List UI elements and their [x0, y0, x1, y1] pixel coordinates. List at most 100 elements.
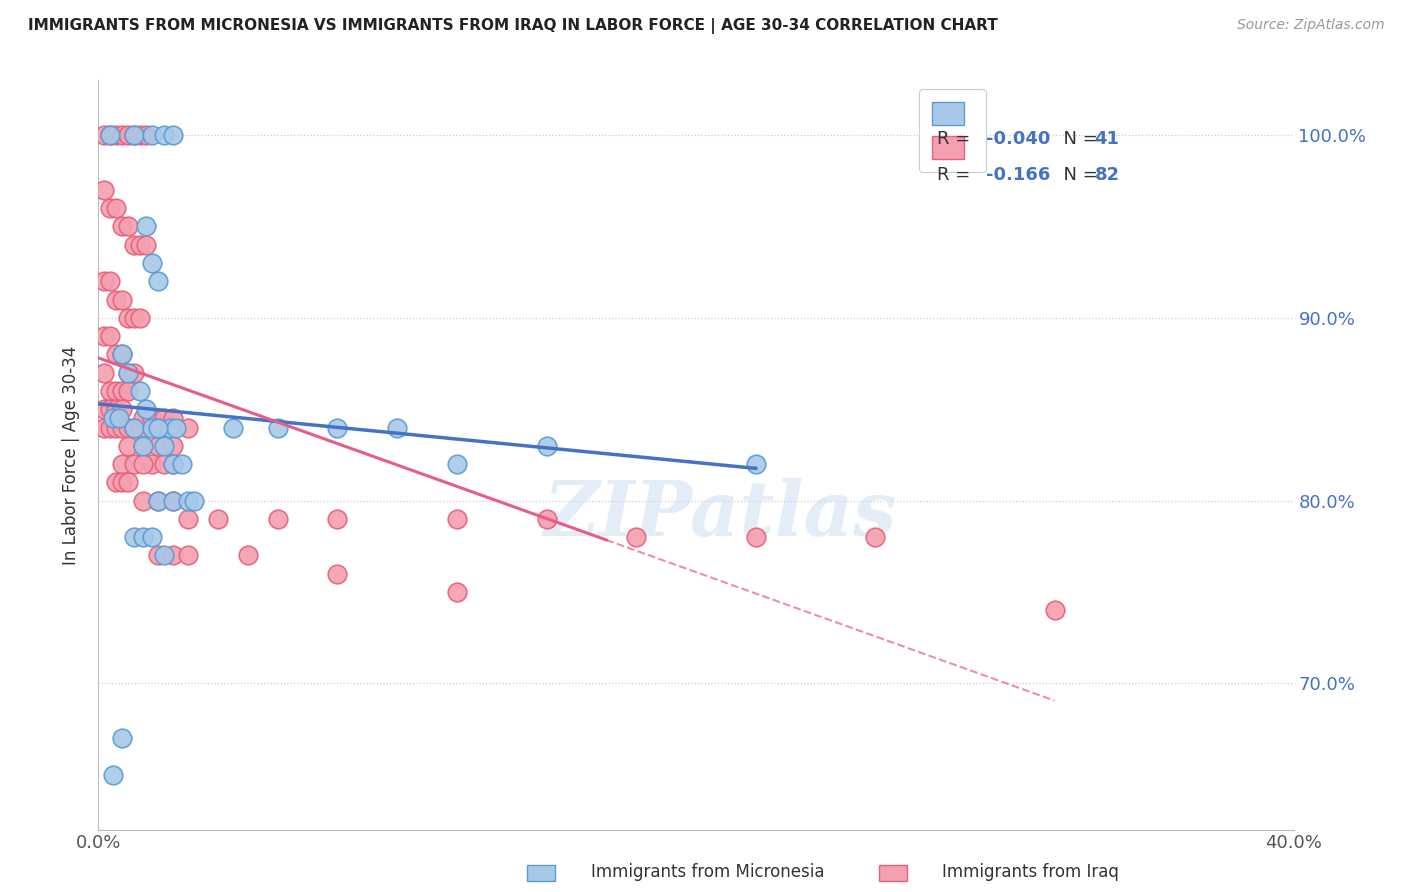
Point — [132, 439, 155, 453]
Point — [117, 384, 139, 398]
Point — [98, 201, 122, 215]
Point — [135, 237, 157, 252]
Point — [141, 420, 163, 434]
Text: R =: R = — [938, 167, 976, 185]
Point — [117, 366, 139, 380]
Text: Immigrants from Iraq: Immigrants from Iraq — [942, 863, 1119, 881]
Point — [148, 274, 170, 288]
Point — [132, 439, 155, 453]
Point — [105, 128, 128, 142]
Point — [93, 420, 115, 434]
Point — [1043, 603, 1066, 617]
Point — [129, 237, 152, 252]
Point — [141, 411, 163, 425]
Point — [129, 310, 152, 325]
Legend: , : , — [920, 89, 986, 172]
Point — [117, 219, 139, 234]
Point — [105, 293, 128, 307]
Point — [326, 420, 349, 434]
Point — [132, 457, 155, 471]
Text: R =: R = — [938, 130, 976, 148]
Text: N =: N = — [1053, 167, 1104, 185]
Point — [93, 128, 115, 142]
Text: Source: ZipAtlas.com: Source: ZipAtlas.com — [1237, 18, 1385, 32]
Point — [124, 128, 146, 142]
Point — [124, 366, 146, 380]
Point — [141, 530, 163, 544]
Point — [98, 329, 122, 343]
Point — [98, 128, 122, 142]
Point — [111, 384, 134, 398]
Point — [93, 366, 115, 380]
Text: Immigrants from Micronesia: Immigrants from Micronesia — [591, 863, 824, 881]
Text: -0.166: -0.166 — [987, 167, 1050, 185]
Y-axis label: In Labor Force | Age 30-34: In Labor Force | Age 30-34 — [62, 345, 80, 565]
Point — [132, 530, 155, 544]
Point — [446, 457, 468, 471]
Text: ZIPatlas: ZIPatlas — [543, 478, 897, 552]
Point — [135, 219, 157, 234]
Point — [626, 530, 648, 544]
Point — [98, 384, 122, 398]
Point — [267, 420, 290, 434]
Point — [745, 530, 768, 544]
Point — [103, 768, 125, 782]
Point — [111, 347, 134, 361]
Point — [865, 530, 887, 544]
Text: 82: 82 — [1095, 167, 1119, 185]
Point — [105, 402, 128, 417]
Point — [165, 420, 187, 434]
Point — [222, 420, 245, 434]
Point — [162, 439, 184, 453]
Point — [117, 366, 139, 380]
Point — [111, 475, 134, 490]
Point — [111, 457, 134, 471]
Point — [153, 439, 176, 453]
Point — [111, 219, 134, 234]
Point — [129, 128, 152, 142]
Point — [207, 512, 229, 526]
Point — [326, 512, 349, 526]
Point — [108, 411, 131, 425]
Text: N =: N = — [1053, 130, 1104, 148]
Point — [124, 457, 146, 471]
Point — [105, 201, 128, 215]
Point — [105, 347, 128, 361]
Point — [153, 549, 176, 563]
Point — [98, 128, 122, 142]
Point — [93, 183, 115, 197]
Text: 41: 41 — [1095, 130, 1119, 148]
Point — [111, 293, 134, 307]
Point — [129, 384, 152, 398]
Point — [111, 347, 134, 361]
Point — [111, 128, 134, 142]
Point — [117, 310, 139, 325]
Point — [162, 493, 184, 508]
Point — [135, 128, 157, 142]
Point — [93, 329, 115, 343]
Point — [124, 420, 146, 434]
Point — [124, 530, 146, 544]
Point — [177, 549, 200, 563]
Point — [141, 128, 163, 142]
Point — [385, 420, 409, 434]
Point — [326, 566, 349, 581]
Point — [183, 493, 205, 508]
Point — [124, 420, 146, 434]
Point — [98, 420, 122, 434]
Point — [148, 493, 170, 508]
Point — [105, 475, 128, 490]
Point — [135, 402, 157, 417]
Point — [159, 420, 181, 434]
Point — [93, 274, 115, 288]
Point — [148, 420, 170, 434]
Point — [148, 549, 170, 563]
Point — [148, 493, 170, 508]
Point — [132, 411, 155, 425]
Point — [177, 493, 200, 508]
Point — [103, 411, 125, 425]
Point — [124, 237, 146, 252]
Point — [162, 457, 184, 471]
Point — [105, 420, 128, 434]
Point — [162, 457, 184, 471]
